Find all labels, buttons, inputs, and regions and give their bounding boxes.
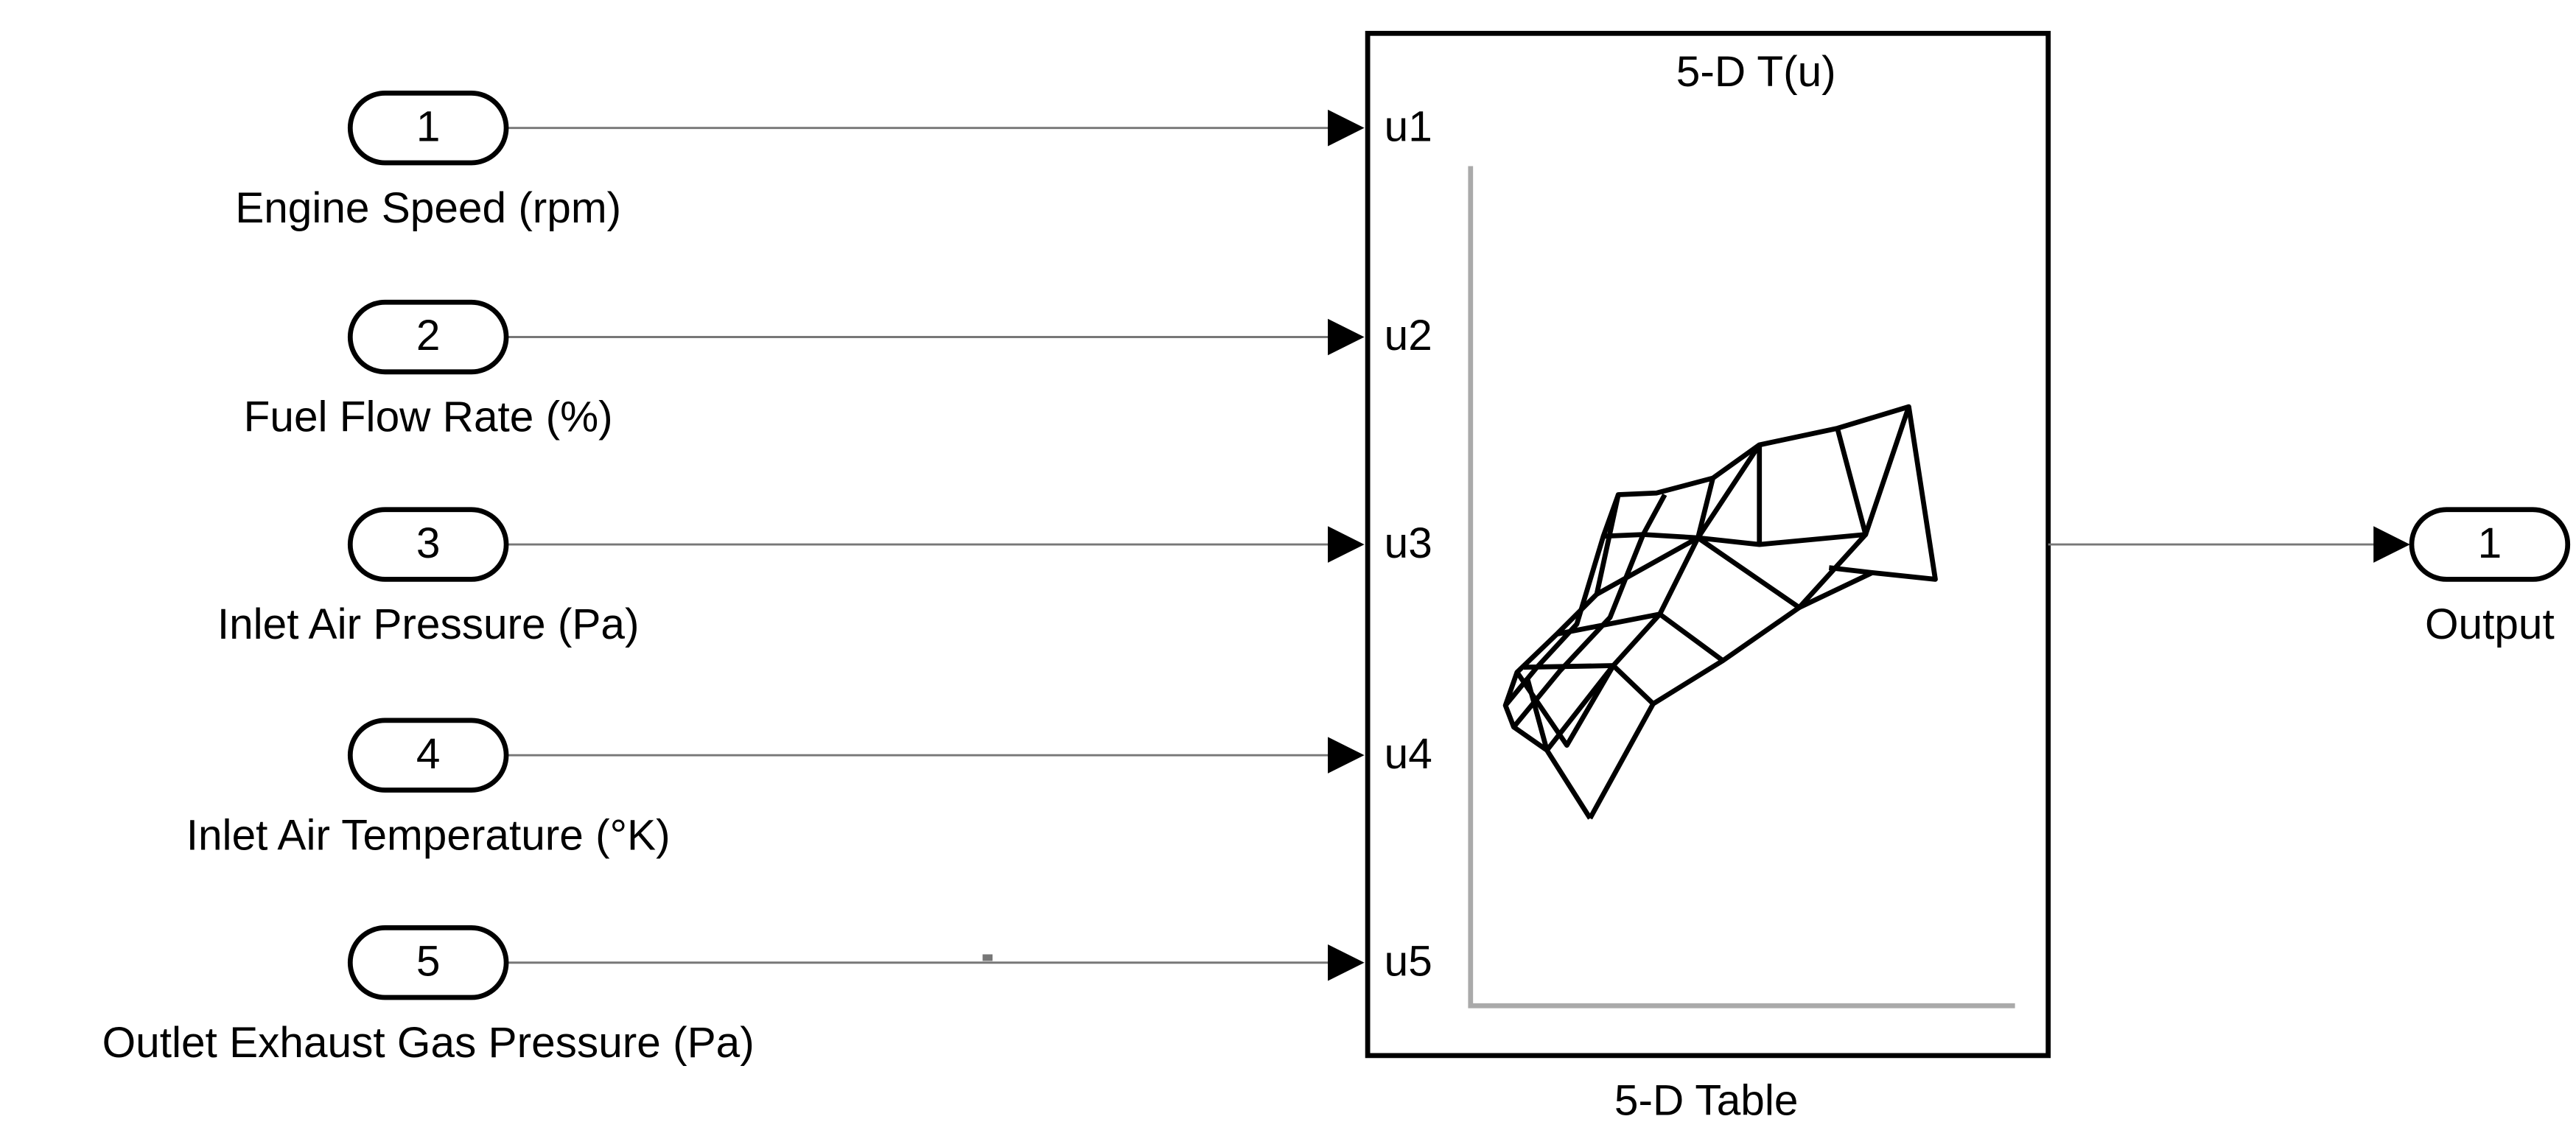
inport-number: 2: [416, 312, 441, 359]
inport-number: 5: [416, 937, 441, 985]
arrowhead: [1328, 109, 1365, 147]
inport[interactable]: [347, 925, 509, 1000]
icon-axes: [1468, 166, 2015, 1009]
inport-number: 3: [416, 519, 441, 567]
inport[interactable]: [347, 299, 509, 375]
inport[interactable]: [347, 718, 509, 793]
inport-number: 4: [416, 730, 441, 778]
outport[interactable]: [2409, 507, 2571, 582]
port-label: u3: [1385, 519, 1432, 567]
inport-label: Inlet Air Temperature (°K): [186, 811, 671, 859]
arrowhead: [1328, 526, 1365, 563]
arrowhead: [1328, 944, 1365, 981]
inport-label: Engine Speed (rpm): [235, 184, 621, 232]
icon-mesh: [1502, 404, 1938, 820]
port-label: u1: [1385, 102, 1432, 150]
port-label: u4: [1385, 730, 1432, 778]
arrowhead: [2373, 526, 2410, 563]
block-name: 5-D Table: [1614, 1077, 1799, 1125]
outport-number: 1: [2478, 519, 2502, 567]
inport[interactable]: [347, 507, 509, 582]
block-icon: [1468, 166, 2015, 1009]
port-label: u2: [1385, 312, 1432, 359]
inport[interactable]: [347, 90, 509, 166]
inport-number: 1: [416, 102, 441, 150]
inport-label: Outlet Exhaust Gas Pressure (Pa): [102, 1019, 755, 1067]
inport-label: Inlet Air Pressure (Pa): [217, 600, 640, 648]
port-label: u5: [1385, 937, 1432, 985]
block-title: 5-D T(u): [1676, 48, 1836, 96]
inport-label: Fuel Flow Rate (%): [244, 393, 613, 441]
arrowhead: [1328, 737, 1365, 774]
arrowhead: [1328, 318, 1365, 356]
outport-label: Output: [2425, 600, 2555, 648]
